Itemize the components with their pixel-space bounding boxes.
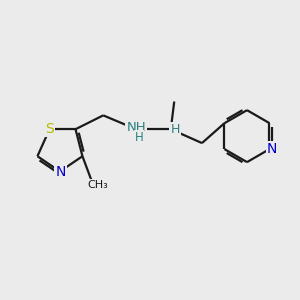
Text: NH: NH: [126, 121, 146, 134]
Text: N: N: [267, 142, 278, 156]
Text: S: S: [45, 122, 54, 136]
Text: CH₃: CH₃: [87, 180, 108, 190]
Text: N: N: [56, 165, 66, 179]
Text: H: H: [134, 131, 143, 144]
Text: H: H: [170, 123, 180, 136]
